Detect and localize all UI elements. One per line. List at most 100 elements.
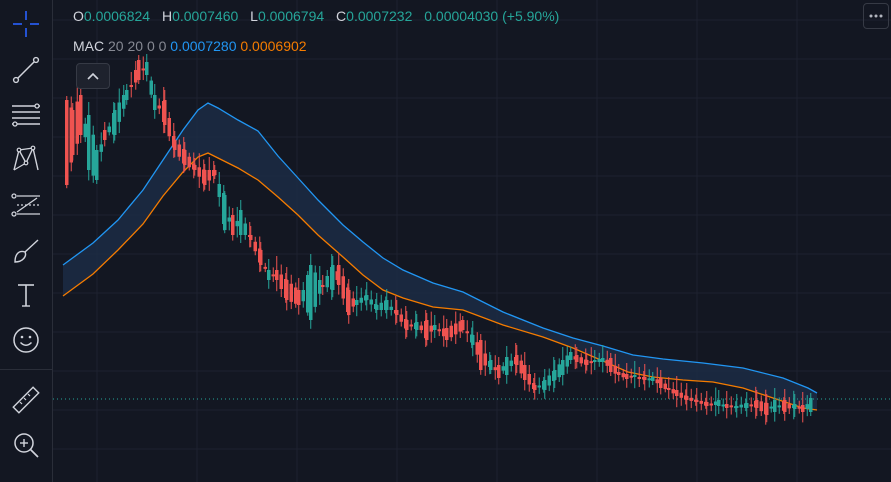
emoji-tool[interactable] — [6, 322, 46, 358]
candle — [769, 406, 773, 409]
collapse-legend-button[interactable] — [76, 63, 110, 89]
candle — [331, 265, 335, 290]
candle — [449, 325, 453, 338]
indicator-name: MAC — [73, 38, 105, 54]
measure-tool[interactable] — [6, 382, 46, 418]
candle — [369, 299, 373, 305]
candle — [275, 270, 279, 280]
close-label: C — [336, 8, 347, 24]
ohlc-legend: O0.0006824 H0.0007460 L0.0006794 C0.0007… — [73, 8, 559, 24]
candle — [663, 383, 667, 390]
candle — [163, 100, 167, 125]
candle — [609, 358, 613, 372]
candle — [243, 223, 247, 235]
candle — [445, 328, 449, 340]
candle — [569, 352, 573, 360]
candle — [95, 150, 99, 180]
candle — [489, 360, 493, 370]
candle — [91, 134, 95, 176]
candle — [141, 68, 145, 71]
candle — [605, 359, 609, 366]
candle — [79, 95, 83, 135]
candle — [797, 406, 801, 409]
candle — [395, 310, 399, 315]
candle — [805, 404, 809, 409]
candle — [597, 358, 601, 362]
candle — [621, 373, 625, 378]
candle — [675, 390, 679, 396]
candle — [294, 287, 298, 304]
candle — [633, 375, 637, 377]
zoom-in-icon — [14, 433, 39, 458]
candle — [667, 388, 671, 390]
candle — [777, 405, 781, 408]
candle — [561, 360, 565, 375]
candle — [306, 275, 310, 313]
pattern-icon — [13, 145, 39, 171]
candle — [787, 404, 791, 409]
candle — [337, 265, 341, 285]
crosshair-tool[interactable] — [6, 6, 46, 42]
candle — [651, 377, 655, 381]
candle — [497, 365, 501, 378]
zoom-tool[interactable] — [6, 427, 46, 463]
candle — [537, 385, 541, 388]
candle — [375, 305, 379, 310]
candle — [721, 404, 725, 407]
candle — [735, 406, 739, 408]
pattern-tool[interactable] — [6, 141, 46, 177]
fib-tool[interactable] — [6, 97, 46, 133]
candle — [351, 298, 355, 307]
more-options-button[interactable] — [863, 3, 889, 29]
trend-line-tool[interactable] — [6, 52, 46, 88]
candle — [543, 380, 547, 390]
candle — [709, 403, 713, 406]
candle — [475, 342, 479, 355]
candle — [729, 405, 733, 408]
text-tool[interactable] — [6, 277, 46, 313]
candle — [197, 167, 201, 177]
candle — [71, 110, 75, 155]
candle — [515, 355, 519, 365]
candle — [113, 110, 117, 135]
candle — [458, 321, 462, 332]
candle — [765, 403, 769, 415]
candle — [129, 85, 133, 87]
forecast-tool[interactable] — [6, 187, 46, 223]
candle — [425, 320, 429, 340]
candle — [259, 250, 263, 265]
last-candle — [809, 398, 813, 412]
candle — [134, 70, 138, 83]
fib-retracement-icon — [12, 103, 40, 127]
candle — [309, 265, 313, 320]
candle — [479, 340, 483, 370]
candle — [267, 270, 271, 280]
brush-tool[interactable] — [6, 233, 46, 269]
trend-line-icon — [12, 56, 40, 84]
candle — [289, 283, 293, 302]
chart-pane[interactable]: O0.0006824 H0.0007460 L0.0006794 C0.0007… — [53, 0, 891, 482]
channel-fill — [63, 103, 817, 410]
candle — [99, 144, 103, 152]
candle — [725, 404, 729, 408]
candle — [759, 401, 763, 412]
candle — [601, 358, 605, 362]
candle — [483, 353, 487, 366]
candle — [695, 400, 699, 402]
candle — [553, 370, 557, 380]
candle — [65, 100, 69, 185]
candle — [385, 300, 389, 310]
candle — [227, 217, 231, 222]
candle — [783, 400, 787, 412]
price-chart[interactable] — [53, 0, 891, 482]
upper-band-value: 0.0007280 — [170, 38, 237, 54]
candle — [429, 325, 433, 332]
toolbar-divider — [0, 369, 52, 370]
candle — [749, 404, 753, 407]
indicator-legend[interactable]: MAC 20 20 0 0 0.0007280 0.0006902 — [73, 38, 307, 54]
candle — [671, 389, 675, 394]
candle — [137, 60, 141, 80]
candle — [519, 360, 523, 374]
candle — [579, 357, 583, 364]
candle — [557, 364, 561, 378]
